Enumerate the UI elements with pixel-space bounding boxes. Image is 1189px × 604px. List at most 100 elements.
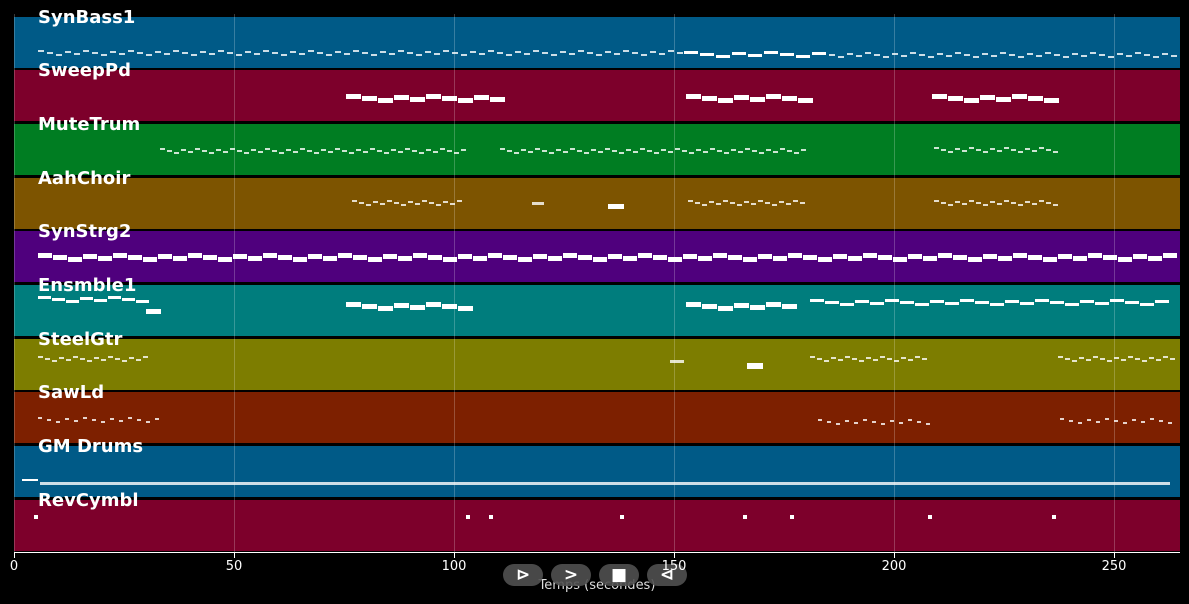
note	[408, 201, 413, 203]
note	[787, 150, 792, 152]
note	[870, 302, 884, 305]
note	[827, 421, 831, 423]
note	[155, 51, 161, 53]
note	[683, 254, 697, 259]
note	[47, 419, 51, 421]
note	[845, 420, 849, 422]
note	[810, 356, 815, 358]
x-tick-label: 250	[1101, 559, 1127, 574]
note	[1053, 204, 1058, 206]
forward-icon: >	[563, 565, 579, 585]
grid-line	[454, 14, 455, 552]
note	[378, 306, 393, 311]
note	[514, 152, 519, 154]
forward-button[interactable]: >	[551, 564, 591, 586]
note	[794, 152, 799, 154]
note	[716, 55, 730, 58]
track-lane	[14, 392, 1180, 443]
note	[272, 150, 277, 152]
note	[128, 255, 142, 260]
note	[716, 203, 721, 205]
note	[1011, 202, 1016, 204]
note	[92, 52, 98, 54]
note	[136, 300, 149, 303]
note	[405, 148, 410, 150]
note	[899, 422, 903, 424]
note	[661, 149, 666, 151]
note	[146, 421, 150, 423]
note	[98, 256, 112, 261]
note	[801, 149, 806, 151]
note	[962, 150, 967, 152]
note	[817, 358, 822, 360]
note	[443, 50, 449, 52]
note	[863, 253, 877, 258]
note	[281, 54, 287, 56]
note	[398, 50, 404, 52]
note	[1046, 202, 1051, 204]
note	[836, 423, 840, 425]
note	[254, 53, 260, 55]
note	[52, 298, 65, 301]
note	[202, 150, 207, 152]
note	[840, 303, 854, 306]
note	[926, 423, 930, 425]
note	[474, 95, 489, 100]
note	[953, 255, 967, 260]
note	[1148, 256, 1162, 261]
note	[1073, 256, 1087, 261]
note	[1065, 358, 1070, 360]
note	[773, 151, 778, 153]
note	[80, 297, 93, 300]
note	[934, 147, 939, 149]
note	[1114, 420, 1118, 422]
note	[137, 419, 141, 421]
note	[620, 515, 624, 519]
note	[272, 52, 278, 54]
rewind-button[interactable]: ⊲	[647, 564, 687, 586]
note	[1107, 360, 1112, 362]
x-tick	[14, 553, 15, 558]
note	[894, 360, 899, 362]
note	[136, 359, 141, 361]
note	[300, 148, 305, 150]
note	[885, 299, 899, 302]
stop-button[interactable]: ■	[599, 564, 639, 586]
note	[626, 149, 631, 151]
note	[969, 147, 974, 149]
note	[160, 148, 165, 150]
note	[458, 306, 473, 311]
note	[1039, 147, 1044, 149]
note	[990, 201, 995, 203]
note	[410, 305, 425, 310]
note	[461, 149, 466, 151]
note	[143, 257, 157, 262]
note	[653, 255, 667, 260]
note	[230, 148, 235, 150]
note	[758, 254, 772, 259]
note	[181, 149, 186, 151]
note	[1159, 420, 1163, 422]
play-button[interactable]: ⊳	[503, 564, 543, 586]
note	[66, 300, 79, 303]
note	[412, 150, 417, 152]
note	[745, 148, 750, 150]
note	[338, 253, 352, 258]
note	[307, 150, 312, 152]
note	[1087, 419, 1091, 421]
note	[969, 200, 974, 202]
note	[74, 420, 78, 422]
note	[426, 149, 431, 151]
note	[569, 53, 575, 55]
note	[370, 148, 375, 150]
note	[901, 55, 907, 57]
note	[960, 299, 974, 302]
note	[419, 152, 424, 154]
note	[182, 52, 188, 54]
note	[415, 203, 420, 205]
note	[378, 98, 393, 103]
note	[696, 149, 701, 151]
note	[734, 95, 749, 100]
note	[328, 151, 333, 153]
note	[458, 98, 473, 103]
